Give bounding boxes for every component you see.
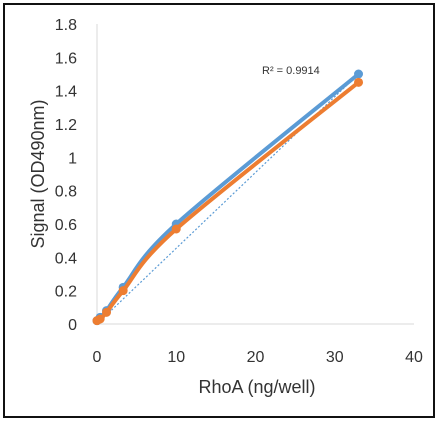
y-tick-label: 0.6 (55, 217, 77, 234)
data-point-series-1 (354, 69, 364, 79)
y-tick-label: 0.8 (55, 184, 77, 201)
y-tick-labels: 0 0.2 0.4 0.6 0.8 1 1.2 1.4 1.6 1.8 (55, 17, 77, 334)
series-line-2 (95, 80, 361, 323)
y-axis-title: Signal (OD490nm) (28, 99, 48, 248)
x-tick-label: 10 (167, 349, 185, 366)
x-tick-label: 40 (405, 349, 423, 366)
series-layer (92, 69, 364, 326)
x-tick-labels: 0 10 20 30 40 (93, 349, 423, 366)
data-point-series-2 (95, 314, 105, 324)
chart-frame (3, 3, 435, 418)
y-tick-label: 1.4 (55, 84, 77, 101)
data-point-series-2 (102, 307, 112, 317)
data-point-series-2 (171, 224, 181, 234)
y-tick-label: 1 (68, 150, 77, 167)
y-tick-label: 1.8 (55, 17, 77, 34)
y-tick-label: 0.2 (55, 284, 77, 301)
r-squared-annotation: R² = 0.9914 (262, 65, 320, 77)
x-tick-label: 0 (93, 349, 102, 366)
x-axis-title: RhoA (ng/well) (198, 377, 315, 397)
y-tick-label: 1.2 (55, 117, 77, 134)
y-tick-label: 0 (68, 317, 77, 334)
y-tick-label: 0.4 (55, 250, 77, 267)
data-point-series-2 (354, 77, 364, 87)
x-tick-label: 20 (247, 349, 265, 366)
data-point-series-2 (118, 286, 128, 296)
x-tick-label: 30 (326, 349, 344, 366)
y-tick-label: 1.6 (55, 50, 77, 67)
